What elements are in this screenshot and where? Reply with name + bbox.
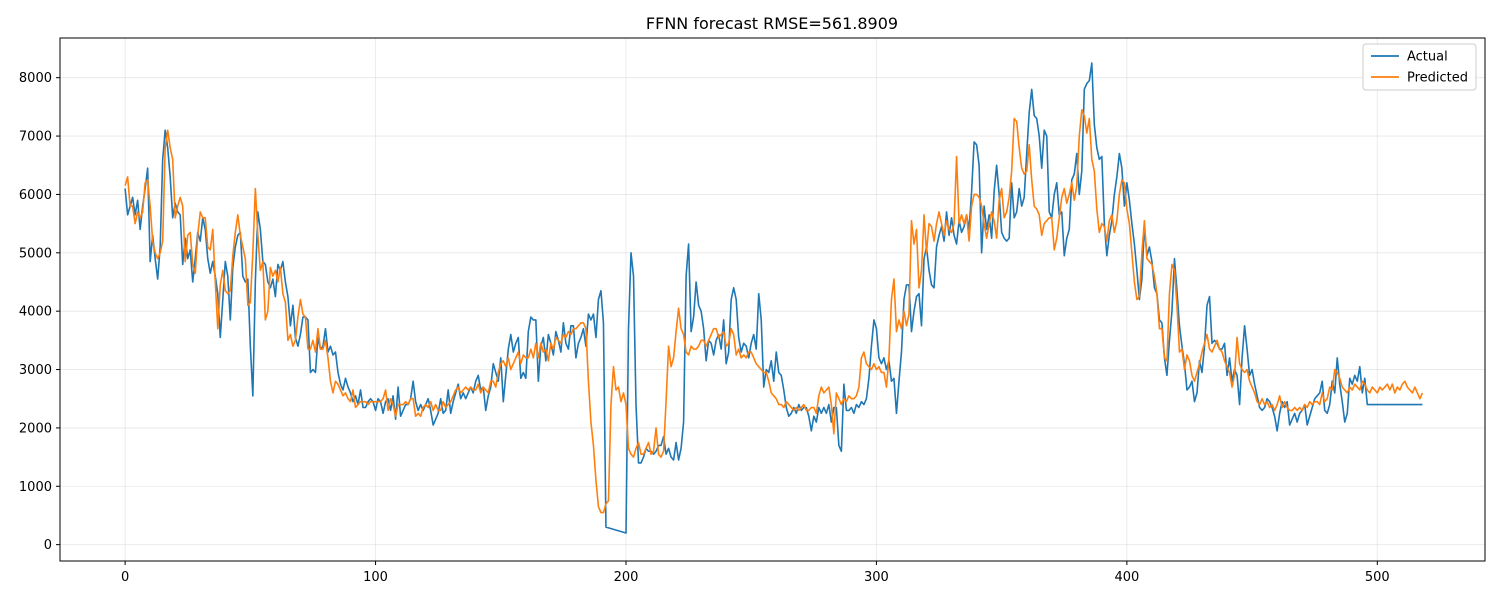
y-tick-label: 3000 [19, 363, 52, 378]
x-tick-label: 400 [1114, 570, 1139, 585]
x-tick-label: 0 [121, 570, 129, 585]
plot-frame [59, 37, 1486, 562]
y-tick-label: 8000 [19, 71, 52, 86]
y-tick-label: 6000 [19, 188, 52, 203]
chart-title: FFNN forecast RMSE=561.8909 [646, 14, 898, 33]
x-tick-label: 500 [1365, 570, 1390, 585]
x-axis: 0 100 200 300 400 500 [121, 561, 1390, 585]
x-tick-label: 200 [614, 570, 639, 585]
y-tick-label: 0 [44, 538, 52, 553]
y-tick-label: 7000 [19, 130, 52, 145]
y-tick-label: 1000 [19, 480, 52, 495]
y-tick-label: 2000 [19, 421, 52, 436]
series-layer [124, 62, 1424, 534]
y-tick-label: 5000 [19, 246, 52, 261]
x-tick-label: 100 [363, 570, 388, 585]
y-tick-label: 4000 [19, 305, 52, 320]
series-line-predicted [124, 109, 1424, 514]
y-axis: 0 1000 2000 3000 4000 5000 6000 7000 8000 [19, 71, 60, 553]
legend-label: Predicted [1407, 71, 1468, 86]
x-tick-label: 300 [864, 570, 889, 585]
legend-label: Actual [1407, 50, 1448, 65]
legend: Actual Predicted [1362, 43, 1477, 91]
